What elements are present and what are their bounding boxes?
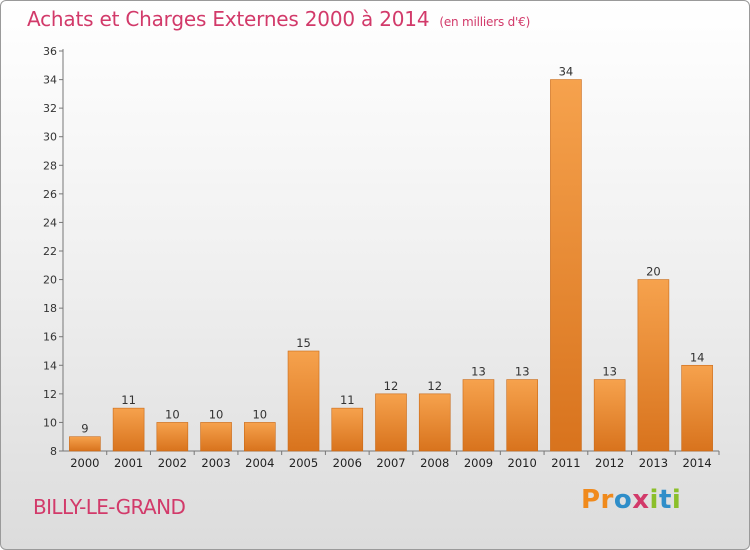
commune-name: BILLY-LE-GRAND xyxy=(33,495,186,519)
bar-2005 xyxy=(287,350,320,452)
x-tick-label: 2009 xyxy=(464,456,493,470)
bar-2014 xyxy=(681,364,713,452)
chart-labels: 2000 9 2001 11 2002 10 2003 10 2004 10 2005 15 2006 1… xyxy=(70,65,712,470)
x-tick-label: 2001 xyxy=(114,456,143,470)
y-tick-label: 14 xyxy=(43,359,57,372)
data-label: 13 xyxy=(602,365,617,379)
data-label: 12 xyxy=(427,379,442,393)
x-tick-label: 2004 xyxy=(245,456,274,470)
data-label: 34 xyxy=(559,65,574,79)
y-tick-label: 22 xyxy=(43,245,57,258)
x-tick-label: 2012 xyxy=(595,456,624,470)
x-tick-label: 2007 xyxy=(376,456,405,470)
data-label: 10 xyxy=(252,407,267,421)
data-label: 12 xyxy=(384,379,399,393)
data-label: 10 xyxy=(165,407,180,421)
x-tick-label: 2006 xyxy=(333,456,362,470)
data-label: 11 xyxy=(340,393,355,407)
y-tick-label: 12 xyxy=(43,388,57,401)
bar-2009 xyxy=(462,379,495,452)
y-tick-label: 16 xyxy=(43,331,57,344)
x-tick-label: 2002 xyxy=(158,456,187,470)
x-tick-label: 2011 xyxy=(551,456,580,470)
y-tick-label: 8 xyxy=(50,445,57,458)
data-label: 13 xyxy=(471,365,486,379)
x-tick-label: 2000 xyxy=(70,456,99,470)
x-tick-label: 2014 xyxy=(682,456,711,470)
x-tick-label: 2008 xyxy=(420,456,449,470)
y-tick-label: 24 xyxy=(43,216,57,229)
y-tick-label: 32 xyxy=(43,102,57,115)
bar-2007 xyxy=(375,393,407,452)
y-tick-label: 36 xyxy=(43,45,57,58)
proxiti-logo[interactable]: Proxiti xyxy=(581,485,682,515)
bar-2011 xyxy=(550,79,582,452)
bar-2001 xyxy=(112,407,145,452)
y-tick-label: 26 xyxy=(43,188,57,201)
data-label: 9 xyxy=(81,422,88,436)
data-label: 14 xyxy=(690,350,705,364)
y-tick-label: 18 xyxy=(43,302,57,315)
y-tick-label: 20 xyxy=(43,274,57,287)
bar-2003 xyxy=(200,422,232,452)
data-label: 15 xyxy=(296,336,311,350)
y-tick-label: 10 xyxy=(43,416,57,429)
bar-2006 xyxy=(331,407,364,452)
bar-2010 xyxy=(506,379,539,452)
data-label: 11 xyxy=(121,393,136,407)
bar-2012 xyxy=(593,379,626,452)
data-label: 20 xyxy=(646,265,661,279)
y-tick-label: 30 xyxy=(43,131,57,144)
y-tick-label: 34 xyxy=(43,74,57,87)
data-label: 10 xyxy=(209,407,224,421)
x-tick-label: 2005 xyxy=(289,456,318,470)
chart-bars xyxy=(69,79,713,452)
title-unit: (en milliers d'€) xyxy=(439,15,531,29)
data-label: 13 xyxy=(515,365,530,379)
chart-axes: 8 10 12 14 16 18 20 22 24 26 28 30 32 34 36 xyxy=(43,45,720,458)
bar-2008 xyxy=(418,393,451,452)
chart-title: Achats et Charges Externes 2000 à 2014 (e… xyxy=(27,7,530,31)
bar-2000 xyxy=(69,436,101,452)
x-tick-label: 2013 xyxy=(639,456,668,470)
bar-2004 xyxy=(244,422,276,452)
x-tick-label: 2010 xyxy=(508,456,537,470)
bar-2013 xyxy=(637,279,670,452)
y-tick-label: 28 xyxy=(43,159,57,172)
x-tick-label: 2003 xyxy=(201,456,230,470)
bar-2002 xyxy=(156,422,189,452)
title-text: Achats et Charges Externes 2000 à 2014 xyxy=(27,7,430,31)
